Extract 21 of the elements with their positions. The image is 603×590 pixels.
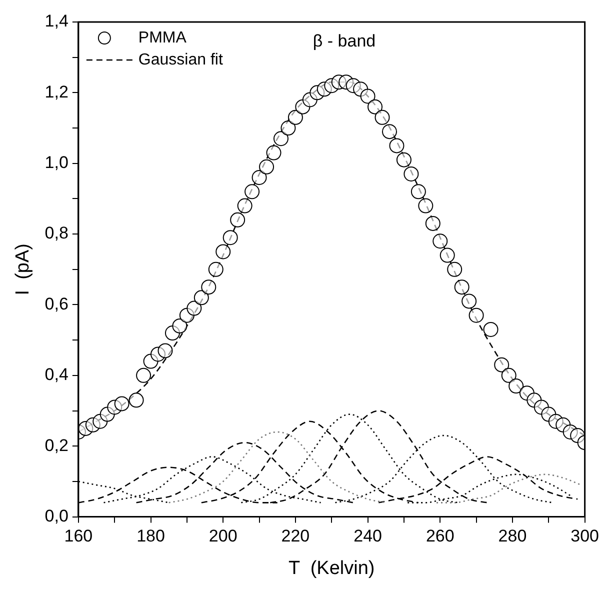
y-tick-label: 1,2 — [44, 82, 68, 102]
y-tick-label: 1,4 — [44, 12, 68, 31]
y-tick-label: 1,0 — [44, 153, 68, 172]
y-tick-label: 0,6 — [44, 294, 68, 314]
annotation: β - band — [312, 32, 376, 51]
x-tick-label: 280 — [498, 526, 527, 546]
x-axis-title: T (Kelvin) — [288, 558, 375, 579]
y-tick-label: 0,2 — [44, 436, 68, 455]
x-tick-label: 220 — [281, 526, 310, 546]
x-tick-label: 260 — [426, 526, 454, 546]
y-axis-title: I (pA) — [12, 244, 34, 296]
x-tick-label: 300 — [570, 526, 600, 546]
x-tick-label: 240 — [354, 526, 382, 546]
legend-label: Gaussian fit — [138, 51, 224, 68]
x-tick-label: 160 — [64, 526, 93, 546]
x-tick-label: 180 — [136, 526, 165, 546]
y-tick-label: 0,0 — [44, 506, 68, 526]
legend-label: PMMA — [138, 29, 187, 46]
y-tick-label: 0,4 — [44, 365, 68, 384]
y-tick-label: 0,8 — [44, 224, 68, 243]
x-tick-label: 200 — [208, 526, 238, 546]
